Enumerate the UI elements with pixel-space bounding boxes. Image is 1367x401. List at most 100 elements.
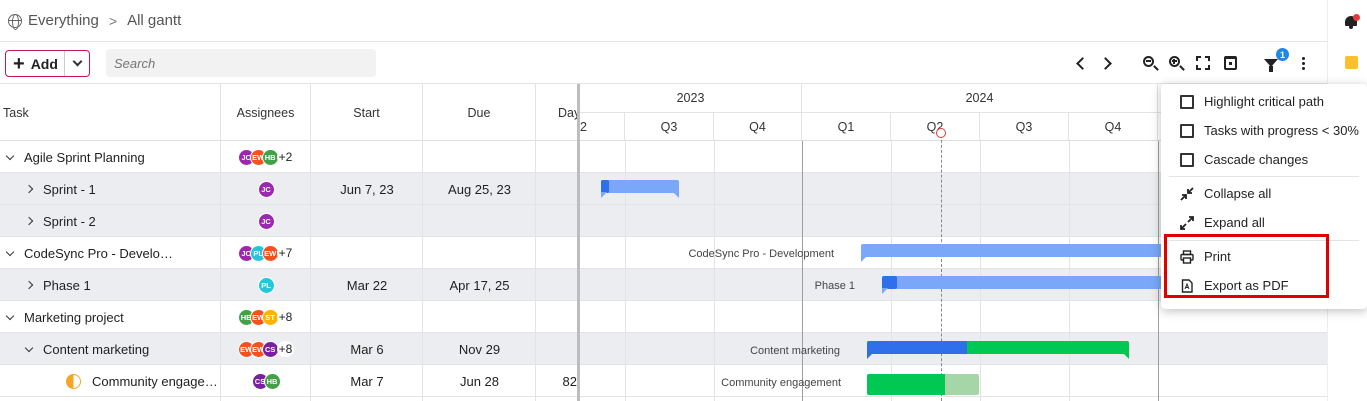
due-date-cell[interactable]: Apr 17, 25: [449, 277, 510, 293]
table-row[interactable]: Marketing project HB EW ST +8: [0, 301, 580, 333]
menu-highlight-critical-path[interactable]: Highlight critical path: [1161, 87, 1367, 116]
days-cell[interactable]: [536, 269, 577, 301]
task-cell[interactable]: Community engage…: [66, 365, 218, 397]
due-date-cell[interactable]: [423, 141, 536, 173]
days-cell[interactable]: [536, 141, 577, 173]
menu-collapse-all[interactable]: Collapse all: [1161, 179, 1367, 208]
table-row[interactable]: Phase 1 PL Mar 22 Apr 17, 25: [0, 269, 580, 301]
task-name[interactable]: Content marketing: [43, 341, 150, 357]
avatar-group[interactable]: PL: [257, 276, 275, 294]
next-button[interactable]: [1097, 53, 1117, 73]
table-row[interactable]: Sprint - 2 JC: [0, 205, 580, 237]
task-cell[interactable]: Sprint - 2: [24, 205, 96, 237]
days-cell[interactable]: [536, 173, 577, 205]
column-header-assignees[interactable]: Assignees: [221, 84, 311, 141]
due-date-cell[interactable]: [423, 301, 536, 333]
avatar-group[interactable]: JC EW HB +2: [237, 148, 295, 166]
menu-export-pdf[interactable]: Export as PDF: [1161, 271, 1367, 300]
chevron-down-icon[interactable]: [5, 247, 15, 256]
column-header-start[interactable]: Start: [311, 84, 423, 141]
assignees-cell[interactable]: JC: [221, 173, 311, 205]
breadcrumb-root[interactable]: Everything: [28, 12, 99, 29]
avatar[interactable]: JC: [257, 212, 275, 230]
chevron-right-icon[interactable]: [24, 280, 34, 290]
assignees-cell[interactable]: PL: [221, 269, 311, 301]
chevron-down-icon[interactable]: [5, 311, 15, 320]
task-name[interactable]: Marketing project: [24, 309, 124, 325]
due-date-cell[interactable]: Aug 25, 23: [448, 181, 511, 197]
avatar-overflow-count[interactable]: +7: [276, 245, 295, 261]
due-date-cell[interactable]: [423, 205, 536, 237]
status-in-progress-icon[interactable]: [66, 373, 81, 389]
avatar-group[interactable]: JC: [257, 212, 275, 230]
assignees-cell[interactable]: CS HB: [221, 365, 311, 397]
task-cell[interactable]: Marketing project: [5, 301, 124, 333]
task-cell[interactable]: Content marketing: [24, 333, 150, 365]
checkbox-icon[interactable]: [1180, 152, 1194, 167]
bar-sprint-1[interactable]: [601, 180, 679, 193]
due-date-cell[interactable]: [423, 237, 536, 269]
add-dropdown[interactable]: [65, 56, 89, 67]
avatar-overflow-count[interactable]: +8: [276, 309, 295, 325]
avatar[interactable]: PL: [257, 276, 275, 294]
start-date-cell[interactable]: Mar 6: [350, 341, 384, 357]
start-date-cell[interactable]: [311, 205, 423, 237]
column-header-task[interactable]: Task: [0, 84, 221, 141]
more-button[interactable]: [1293, 53, 1313, 73]
avatar-group[interactable]: JC PL EW +7: [237, 244, 295, 262]
task-name[interactable]: CodeSync Pro - Develo…: [24, 245, 173, 261]
avatar-overflow-count[interactable]: +2: [276, 149, 295, 165]
task-cell[interactable]: Agile Sprint Planning: [5, 141, 145, 173]
column-header-days[interactable]: Day: [558, 105, 581, 120]
avatar[interactable]: JC: [257, 180, 275, 198]
chevron-right-icon[interactable]: [24, 216, 34, 226]
table-row[interactable]: Community engage… CS HB Mar 7 Jun 28 82: [0, 365, 580, 397]
avatar-group[interactable]: CS HB: [251, 372, 281, 390]
days-cell[interactable]: 82: [562, 373, 577, 389]
assignees-cell[interactable]: HB EW ST +8: [221, 301, 311, 333]
today-button[interactable]: [1220, 53, 1240, 73]
start-date-cell[interactable]: [311, 141, 423, 173]
zoom-in-button[interactable]: [1166, 53, 1186, 73]
fit-button[interactable]: [1193, 53, 1213, 73]
chevron-right-icon[interactable]: [24, 184, 34, 194]
column-header-due[interactable]: Due: [423, 84, 536, 141]
due-date-cell[interactable]: Jun 28: [459, 373, 500, 389]
avatar[interactable]: HB: [263, 372, 281, 390]
task-name[interactable]: Sprint - 1: [43, 181, 96, 197]
avatar-group[interactable]: JC: [257, 180, 275, 198]
task-name[interactable]: Agile Sprint Planning: [24, 149, 145, 165]
task-name[interactable]: Phase 1: [43, 277, 91, 293]
start-date-cell[interactable]: [311, 301, 423, 333]
due-date-cell[interactable]: Nov 29: [458, 341, 501, 357]
chevron-down-icon[interactable]: [5, 151, 15, 160]
sticky-note-icon[interactable]: [1345, 56, 1358, 69]
avatar-group[interactable]: HB EW ST +8: [237, 308, 295, 326]
checkbox-icon[interactable]: [1180, 94, 1194, 109]
table-row[interactable]: Content marketing EW EW CS +8 Mar 6 Nov 29: [0, 333, 580, 365]
days-cell[interactable]: [536, 237, 577, 269]
start-date-cell[interactable]: Mar 22: [346, 277, 388, 293]
task-name[interactable]: Sprint - 2: [43, 213, 96, 229]
chevron-down-icon[interactable]: [24, 343, 34, 352]
pane-splitter[interactable]: [577, 84, 580, 401]
zoom-out-button[interactable]: [1140, 53, 1160, 73]
avatar-group[interactable]: EW EW CS +8: [237, 340, 295, 358]
avatar-overflow-count[interactable]: +8: [276, 341, 295, 357]
days-cell[interactable]: [536, 205, 577, 237]
menu-expand-all[interactable]: Expand all: [1161, 208, 1367, 237]
table-row[interactable]: Agile Sprint Planning JC EW HB +2: [0, 141, 580, 173]
task-cell[interactable]: Sprint - 1: [24, 173, 96, 205]
table-row[interactable]: CodeSync Pro - Develo… JC PL EW +7: [0, 237, 580, 269]
start-date-cell[interactable]: [311, 237, 423, 269]
menu-tasks-progress[interactable]: Tasks with progress < 30%: [1161, 116, 1367, 145]
menu-cascade-changes[interactable]: Cascade changes: [1161, 145, 1367, 174]
task-name[interactable]: Community engage…: [92, 373, 218, 389]
table-row[interactable]: Sprint - 1 JC Jun 7, 23 Aug 25, 23: [0, 173, 580, 205]
assignees-cell[interactable]: JC PL EW +7: [221, 237, 311, 269]
assignees-cell[interactable]: JC EW HB +2: [221, 141, 311, 173]
task-cell[interactable]: Phase 1: [24, 269, 91, 301]
today-marker[interactable]: [936, 128, 946, 138]
filter-button[interactable]: [1261, 53, 1281, 73]
start-date-cell[interactable]: Jun 7, 23: [340, 181, 394, 197]
